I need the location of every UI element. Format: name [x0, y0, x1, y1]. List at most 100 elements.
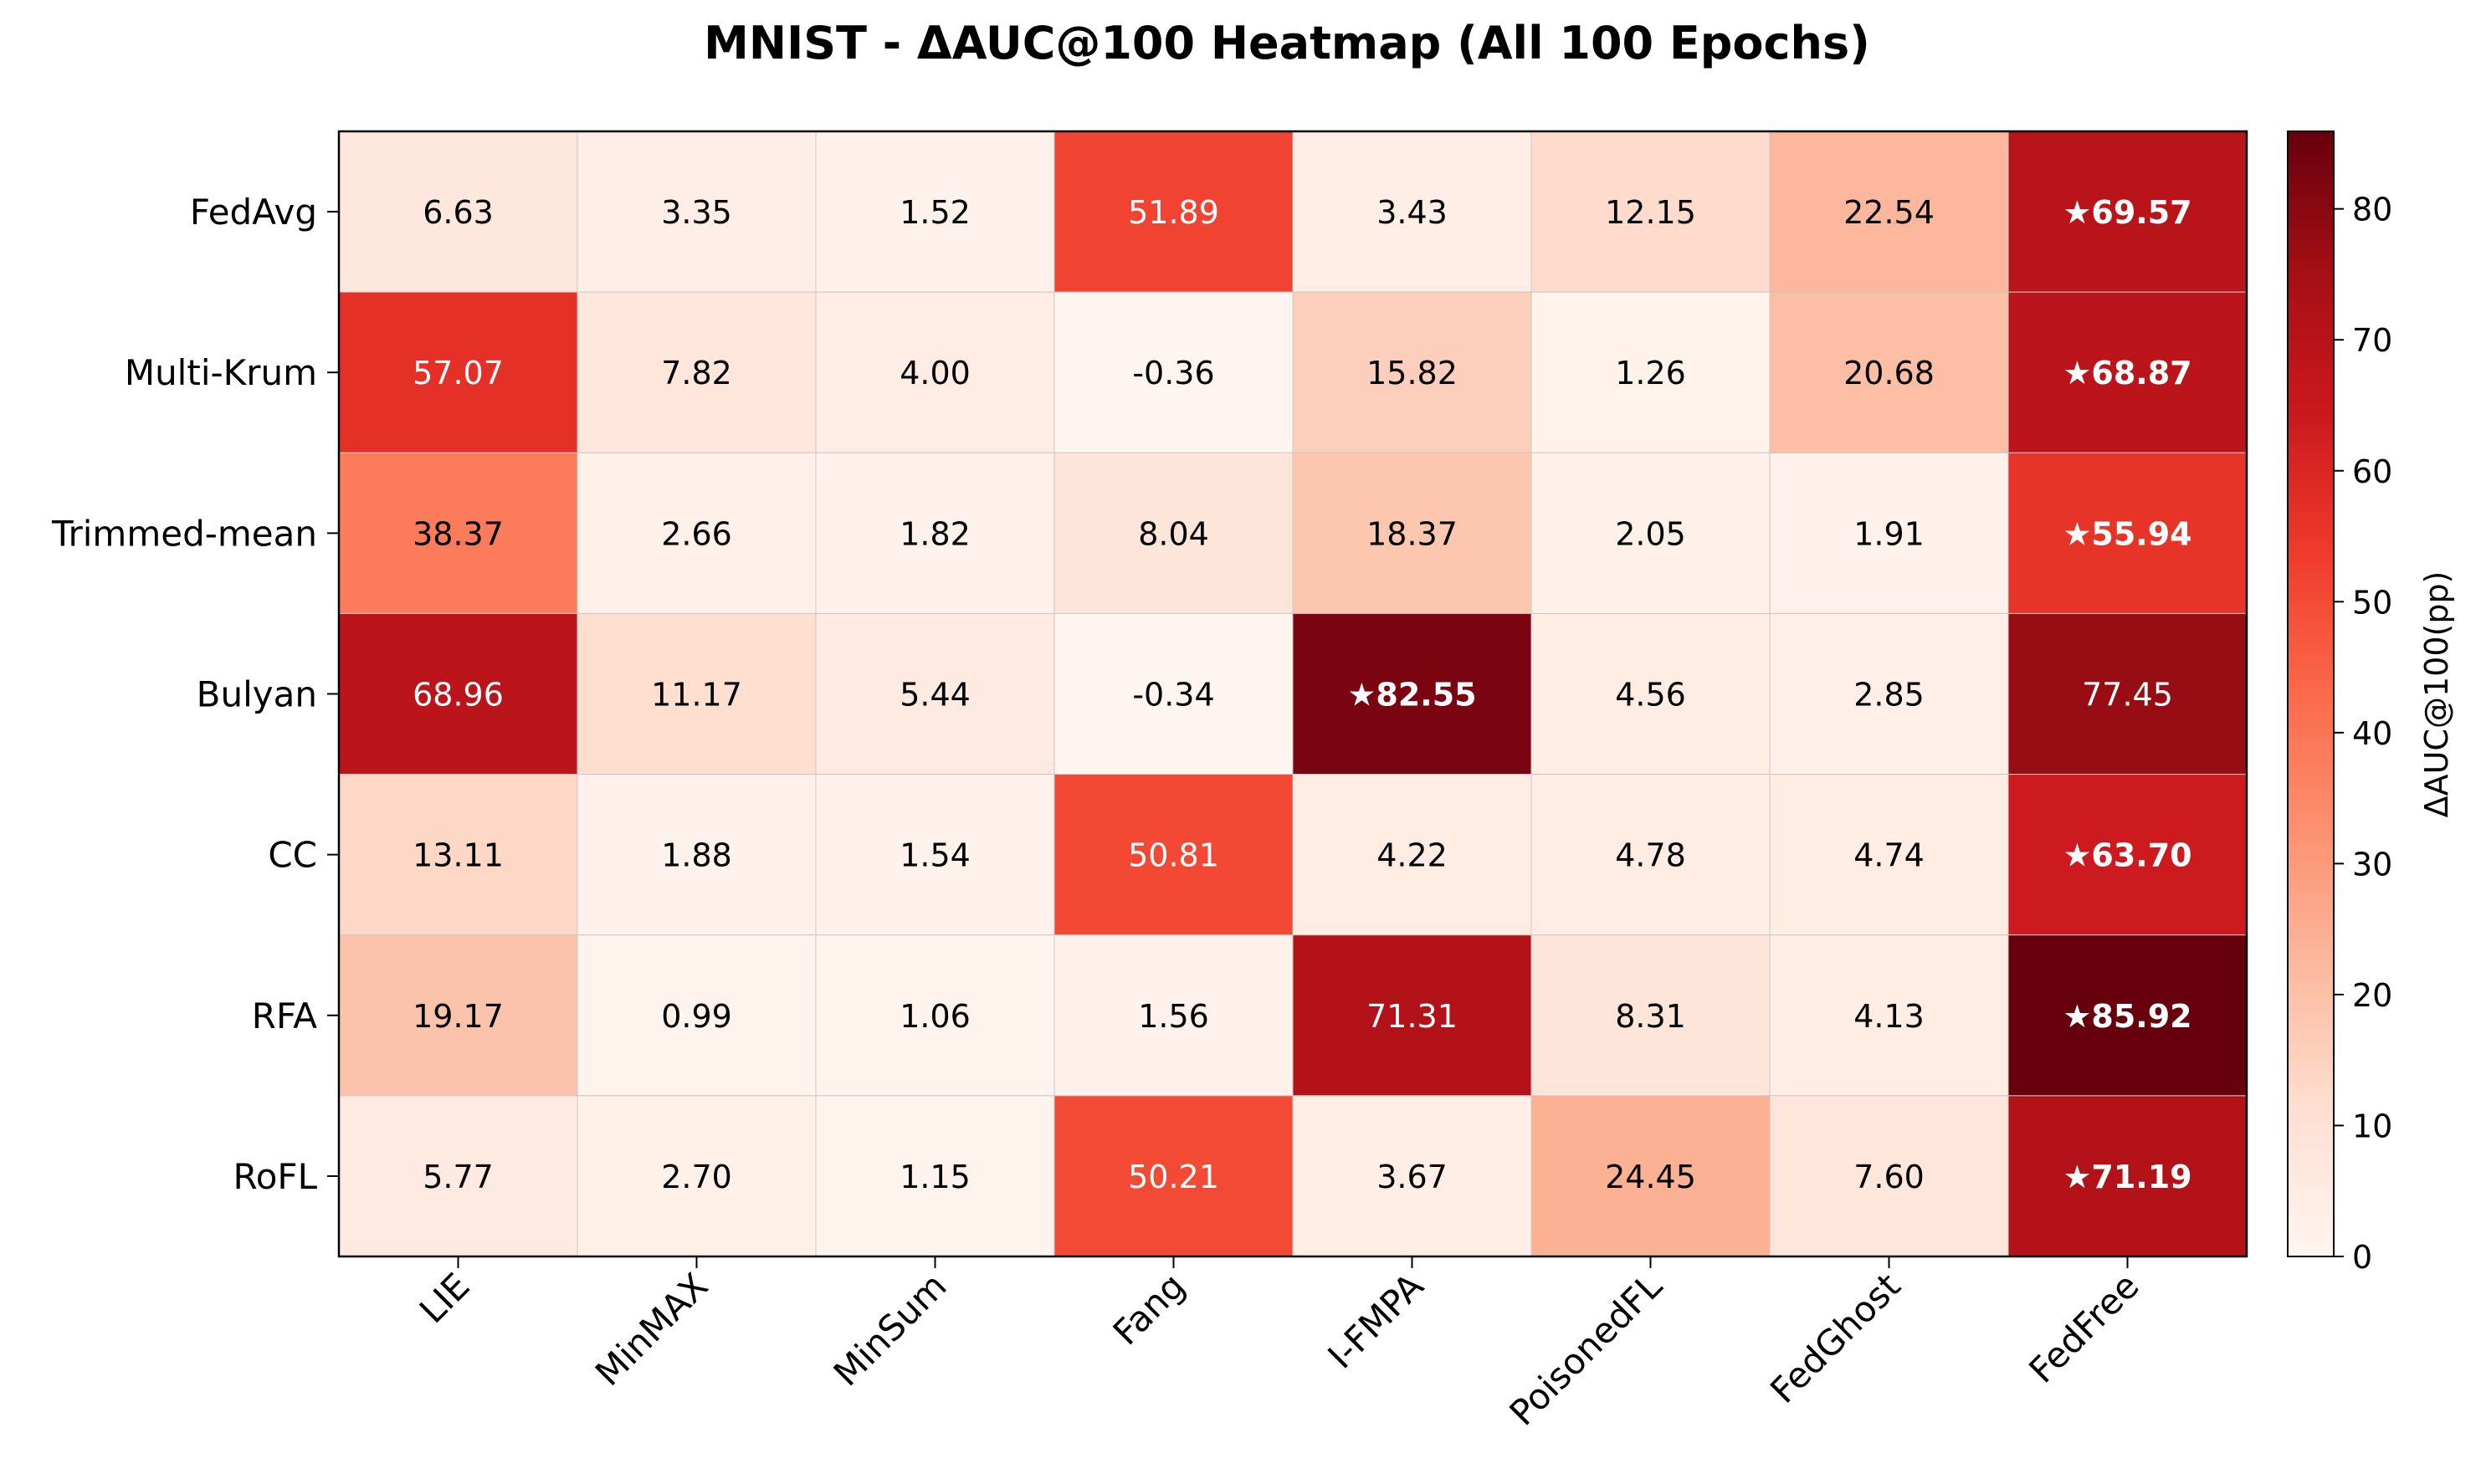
x-axis: LIE MinMAX MinSum Fang I-FMPA PoisonedFL FedGh…	[412, 1256, 2147, 1434]
chart-title: MNIST - ΔAUC@100 Heatmap (All 100 Epochs…	[704, 17, 1870, 69]
colorbar-tick-label: 80	[2352, 192, 2392, 228]
cell-value-label: 3.43	[1376, 194, 1448, 231]
heatmap-cell	[1769, 291, 2009, 453]
y-tick-label: CC	[268, 835, 317, 876]
cell-value-label: 57.07	[413, 355, 504, 391]
heatmap-cell	[1292, 1095, 1532, 1257]
x-tick-label: Fang	[1105, 1265, 1193, 1353]
cell-value-label: 3.67	[1376, 1159, 1448, 1195]
heatmap-cell-labels: 6.63 3.35 1.52 51.89 3.43 12.15 22.54 ★69.57 57.…	[413, 194, 2192, 1195]
cell-value-label: 7.60	[1853, 1159, 1925, 1195]
colorbar-tick-label: 40	[2352, 715, 2392, 752]
x-tick-label: FedGhost	[1762, 1265, 1908, 1410]
heatmap-cell	[577, 130, 817, 293]
heatmap-cell	[815, 774, 1055, 936]
cell-value-label: 12.15	[1605, 194, 1696, 231]
cell-value-label: 15.82	[1366, 355, 1458, 391]
heatmap-cell	[1053, 612, 1294, 775]
cell-value-label: 20.68	[1843, 355, 1935, 391]
colorbar-tick-label: 50	[2352, 584, 2392, 621]
colorbar-tick-label: 20	[2352, 977, 2392, 1014]
y-tick-label: RFA	[252, 995, 317, 1036]
cell-value-label: 2.05	[1615, 515, 1686, 552]
heatmap-cell	[1053, 291, 1294, 453]
cell-value-label: 77.45	[2082, 677, 2173, 714]
cell-value-label: 4.00	[900, 355, 971, 391]
cell-value-label: 4.74	[1853, 837, 1925, 874]
colorbar-tick-label: 0	[2352, 1239, 2372, 1276]
cell-value-label: 1.52	[900, 194, 971, 231]
heatmap-cell	[1053, 934, 1294, 1097]
cell-value-label: 51.89	[1128, 194, 1219, 231]
heatmap-cell	[1292, 774, 1532, 936]
heatmap-cell	[1053, 774, 1294, 936]
cell-value-label: 0.99	[661, 998, 732, 1035]
cell-value-label: 4.22	[1376, 837, 1448, 874]
x-tick-label: PoisonedFL	[1501, 1265, 1670, 1434]
x-tick-label: I-FMPA	[1320, 1265, 1431, 1376]
cell-value-label: 68.96	[413, 677, 504, 714]
colorbar-tick-label: 70	[2352, 322, 2392, 359]
cell-value-label: 1.91	[1853, 515, 1925, 552]
heatmap-cell	[1292, 934, 1532, 1097]
cell-value-label: 1.26	[1615, 355, 1686, 391]
y-axis: FedAvg Multi-Krum Trimmed-mean Bulyan CC RFA R…	[51, 192, 339, 1197]
x-tick-label: MinMAX	[587, 1265, 716, 1394]
heatmap-cell	[338, 452, 578, 614]
heatmap-cell	[1292, 291, 1532, 453]
cell-value-label: -0.34	[1132, 677, 1214, 714]
cell-value-label: ★85.92	[2063, 998, 2191, 1035]
heatmap-cell	[815, 452, 1055, 614]
heatmap-cell	[2007, 1095, 2248, 1257]
y-tick-label: Multi-Krum	[125, 352, 317, 393]
y-tick-label: RoFL	[233, 1156, 317, 1197]
heatmap-cell	[1530, 452, 1771, 614]
cell-value-label: 1.06	[900, 998, 971, 1035]
cell-value-label: 2.66	[661, 515, 732, 552]
cell-value-label: 3.35	[661, 194, 732, 231]
heatmap-cell	[2007, 774, 2248, 936]
heatmap-cell	[1530, 774, 1771, 936]
colorbar-ticks: 0 10 20 30 40 50 60 70 80	[2334, 192, 2392, 1276]
cell-value-label: 4.13	[1853, 998, 1925, 1035]
cell-value-label: ★69.57	[2063, 194, 2191, 231]
heatmap-cell	[1769, 612, 2009, 775]
cell-value-label: ★82.55	[1347, 677, 1476, 714]
heatmap-cell	[2007, 291, 2248, 453]
cell-value-label: 5.77	[423, 1159, 494, 1195]
heatmap-cell	[1292, 452, 1532, 614]
heatmap-cell	[577, 1095, 817, 1257]
cell-value-label: ★71.19	[2063, 1159, 2191, 1195]
x-tick-label: LIE	[412, 1265, 478, 1331]
cell-value-label: 1.88	[661, 837, 732, 874]
cell-value-label: 8.04	[1138, 515, 1209, 552]
x-tick-label: MinSum	[826, 1265, 955, 1394]
cell-value-label: ★55.94	[2063, 515, 2191, 552]
colorbar-tick-label: 60	[2352, 453, 2392, 490]
y-tick-label: FedAvg	[190, 192, 317, 233]
heatmap-cell	[1769, 1095, 2009, 1257]
heatmap-cells	[338, 130, 2248, 1257]
colorbar	[2287, 130, 2335, 1257]
heatmap-cell	[577, 612, 817, 775]
heatmap-cell	[815, 1095, 1055, 1257]
cell-value-label: 2.70	[661, 1159, 732, 1195]
heatmap-cell	[1530, 291, 1771, 453]
cell-value-label: 8.31	[1615, 998, 1686, 1035]
heatmap-cell	[1530, 934, 1771, 1097]
cell-value-label: 2.85	[1853, 677, 1925, 714]
heatmap-cell	[1530, 130, 1771, 293]
y-tick-label: Trimmed-mean	[51, 513, 317, 554]
heatmap-cell	[1530, 1095, 1771, 1257]
cell-value-label: 4.56	[1615, 677, 1686, 714]
colorbar-tick-label: 30	[2352, 846, 2392, 883]
heatmap-cell	[577, 934, 817, 1097]
cell-value-label: 13.11	[413, 837, 504, 874]
heatmap-cell	[1292, 612, 1532, 775]
cell-value-label: -0.36	[1132, 355, 1214, 391]
colorbar-label: ΔAUC@100(pp)	[2418, 571, 2455, 818]
cell-value-label: 50.81	[1128, 837, 1219, 874]
heatmap-cell	[338, 130, 578, 293]
cell-value-label: 18.37	[1366, 515, 1458, 552]
